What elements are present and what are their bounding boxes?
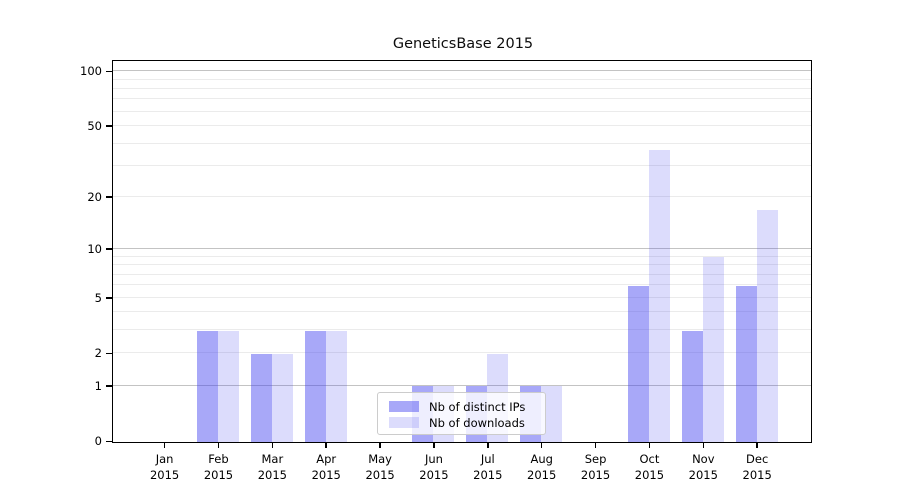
x-tick-label-apr: Apr 2015 — [311, 452, 341, 482]
bar-s1-feb — [217, 330, 239, 442]
x-tick-label-aug: Aug 2015 — [527, 452, 557, 482]
bar-s0-dec — [735, 285, 757, 442]
legend-label-downloads: Nb of downloads — [429, 415, 525, 430]
bar-s1-apr — [325, 330, 347, 442]
y-tick-label-10: 10 — [87, 242, 102, 257]
bar-s0-nov — [681, 330, 703, 442]
y-tick-label-2: 2 — [94, 346, 102, 361]
x-tick-label-may: May 2015 — [365, 452, 395, 482]
x-tick-mark-sep — [594, 443, 597, 448]
x-tick-label-jul: Jul 2015 — [473, 452, 503, 482]
y-tick-mark-2 — [106, 352, 112, 355]
gridline-minor-9 — [113, 255, 811, 257]
legend-label-distinct-ips: Nb of distinct IPs — [429, 399, 526, 414]
x-tick-label-feb: Feb 2015 — [203, 452, 234, 482]
bar-s0-oct — [627, 285, 649, 442]
gridline-minor-4 — [113, 311, 811, 313]
bar-s1-nov — [702, 257, 724, 442]
y-tick-label-100: 100 — [80, 64, 102, 79]
gridline-major-10 — [113, 248, 811, 249]
bar-s0-mar — [250, 353, 272, 442]
x-tick-mark-feb — [217, 443, 220, 448]
legend-entry-distinct-ips: Nb of distinct IPs — [389, 399, 545, 414]
x-tick-mark-jan — [163, 443, 166, 448]
y-tick-mark-1 — [106, 385, 112, 387]
y-tick-mark-10 — [106, 248, 112, 250]
gridline-minor-50 — [113, 125, 811, 126]
y-tick-mark-5 — [106, 296, 112, 299]
gridline-major-1 — [113, 384, 811, 386]
gridline-minor-90 — [113, 78, 811, 80]
bar-s1-aug — [541, 386, 563, 442]
gridline-minor-6 — [113, 284, 811, 286]
y-tick-label-5: 5 — [94, 290, 102, 305]
y-tick-label-1: 1 — [94, 378, 102, 393]
bar-s0-feb — [196, 330, 218, 442]
gridline-minor-8 — [113, 264, 811, 266]
gridline-minor-2 — [113, 352, 811, 354]
bar-s1-dec — [756, 210, 778, 442]
legend-swatch-downloads — [389, 417, 419, 428]
x-tick-label-dec: Dec 2015 — [742, 452, 772, 482]
bar-s1-oct — [648, 150, 670, 442]
gridline-minor-7 — [113, 273, 811, 275]
y-tick-label-0: 0 — [94, 434, 102, 449]
plot-area: Nb of distinct IPs Nb of downloads — [112, 60, 812, 443]
gridline-minor-40 — [113, 142, 811, 144]
x-tick-label-oct: Oct 2015 — [634, 452, 665, 482]
y-tick-label-20: 20 — [87, 190, 102, 205]
gridline-major-100 — [113, 70, 811, 72]
x-tick-mark-mar — [271, 443, 274, 448]
y-tick-label-50: 50 — [87, 119, 102, 134]
x-tick-mark-dec — [756, 443, 758, 448]
x-tick-label-mar: Mar 2015 — [257, 452, 287, 482]
y-tick-mark-50 — [106, 125, 112, 127]
x-tick-mark-jul — [487, 443, 489, 448]
y-tick-mark-0 — [106, 440, 112, 443]
x-tick-mark-aug — [540, 443, 543, 448]
legend-entry-downloads: Nb of downloads — [389, 415, 545, 430]
x-tick-mark-jun — [433, 443, 435, 448]
y-tick-mark-100 — [106, 70, 112, 73]
bars-layer — [113, 61, 811, 442]
gridline-minor-60 — [113, 110, 811, 112]
gridline-minor-20 — [113, 196, 811, 198]
gridline-minor-30 — [113, 164, 811, 166]
x-tick-label-nov: Nov 2015 — [688, 452, 718, 482]
gridline-minor-80 — [113, 87, 811, 89]
x-tick-label-sep: Sep 2015 — [580, 452, 611, 482]
x-tick-label-jan: Jan 2015 — [149, 452, 180, 482]
gridline-minor-5 — [113, 296, 811, 298]
bar-s1-mar — [271, 353, 293, 442]
x-tick-mark-apr — [325, 443, 327, 448]
legend-swatch-distinct-ips — [389, 401, 419, 412]
x-tick-mark-may — [379, 443, 381, 448]
x-tick-mark-nov — [702, 443, 705, 448]
y-tick-mark-20 — [106, 196, 112, 199]
x-tick-mark-oct — [648, 443, 651, 448]
gridline-minor-3 — [113, 329, 811, 331]
bar-s0-apr — [304, 330, 326, 442]
gridline-minor-70 — [113, 98, 811, 100]
legend: Nb of distinct IPs Nb of downloads — [377, 392, 546, 435]
x-tick-label-jun: Jun 2015 — [419, 452, 449, 482]
chart-title: GeneticsBase 2015 — [392, 36, 534, 52]
gridlines-layer — [113, 61, 811, 442]
